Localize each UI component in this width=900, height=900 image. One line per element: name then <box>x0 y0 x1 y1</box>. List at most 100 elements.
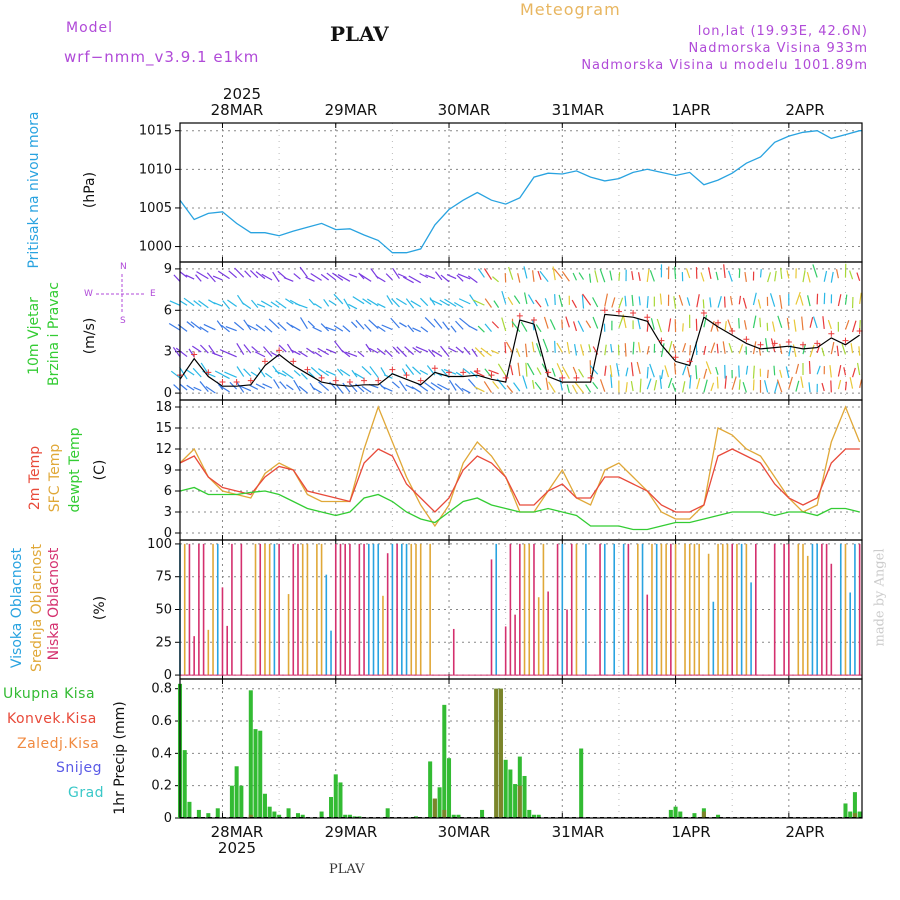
wind-arrow <box>808 382 811 393</box>
wind-arrow <box>592 297 599 308</box>
wind-arrow <box>249 384 259 390</box>
wind-arrow <box>217 270 230 280</box>
wind-arrow <box>279 381 287 390</box>
wind-arrow <box>350 321 358 328</box>
wind-arrow <box>310 272 322 281</box>
wind-arrow <box>566 341 570 354</box>
wind-arrow <box>260 300 273 308</box>
gust-marker <box>573 374 580 381</box>
wind-arrow <box>552 266 556 281</box>
gust-marker <box>389 366 396 373</box>
wind-arrow <box>263 346 273 357</box>
wind-arrow <box>199 326 209 333</box>
wind-arrow <box>856 272 861 282</box>
wind-arrow <box>376 347 386 356</box>
t2m-line <box>179 448 860 513</box>
gust-marker <box>729 328 736 334</box>
wind-arrow <box>646 268 650 283</box>
wind-arrow <box>729 296 733 306</box>
gust-marker <box>601 307 608 314</box>
wind-arrow <box>637 317 641 330</box>
wind-arrow <box>859 292 862 305</box>
wind-arrow <box>585 384 592 393</box>
wind-arrow <box>535 324 542 333</box>
wind-arrow <box>752 341 757 355</box>
y-tick-label: 3 <box>164 345 172 360</box>
wind-arrow <box>722 341 726 354</box>
gust-marker <box>715 319 722 326</box>
wind-arrow <box>206 272 216 283</box>
precip-total-bar <box>843 803 848 818</box>
y-tick-label: 9 <box>164 463 172 478</box>
wind-arrow <box>592 381 599 390</box>
precip-total-bar <box>338 782 343 818</box>
wind-arrow <box>535 299 542 308</box>
wind-arrow <box>492 381 500 390</box>
panel-3: 0 25 50 75 100 <box>147 537 862 683</box>
gust-marker <box>474 368 481 375</box>
wind-arrow <box>298 350 308 358</box>
precip-total-bar <box>857 811 862 818</box>
wind-arrow <box>604 344 607 356</box>
wind-arrow <box>513 295 521 305</box>
wind-arrow <box>572 272 578 281</box>
precip-conv-bar <box>442 809 447 818</box>
wind-arrow <box>254 351 266 358</box>
wind-arrow <box>594 270 599 283</box>
panel-1: 0 3 6 9 <box>164 262 863 401</box>
wind-arrow <box>227 299 237 307</box>
wind-arrow <box>660 343 665 358</box>
panel-2: 0 3 6 9 12 15 18 <box>155 400 862 541</box>
wind-arrow <box>339 368 351 377</box>
bottom-date-3: 31MAR <box>551 823 605 841</box>
wind-arrow <box>572 366 578 375</box>
wind-arrow <box>352 296 365 305</box>
wind-arrow <box>168 322 181 331</box>
wind-arrow <box>213 301 223 307</box>
wind-arrow <box>545 377 549 390</box>
wind-arrow <box>446 273 457 280</box>
wind-arrow <box>424 382 436 391</box>
precip-legend-total: Ukupna Kisa <box>3 686 96 702</box>
wind-arrow <box>410 300 422 308</box>
wind-arrow <box>700 272 705 282</box>
wind-arrow <box>424 316 436 328</box>
wind-arrow <box>273 379 280 389</box>
gust-marker <box>700 310 707 317</box>
wind-arrow <box>342 382 351 393</box>
gust-marker <box>559 374 566 381</box>
wind-arrow <box>599 379 606 392</box>
bottom-date-5: 2APR <box>785 823 825 841</box>
wind-arrow <box>469 370 478 378</box>
y-tick-label: 15 <box>155 421 172 436</box>
y-tick-label: 6 <box>164 303 172 318</box>
wind-arrow <box>341 349 351 358</box>
gust-marker <box>545 369 552 376</box>
compass-north: N <box>120 262 127 272</box>
wind-arrow <box>527 294 535 305</box>
wind-speed-line <box>179 313 860 387</box>
wind-arrow <box>225 325 237 332</box>
wind-arrow <box>536 367 542 375</box>
wind-arrow <box>859 379 863 388</box>
wind-arrow <box>403 276 414 284</box>
gust-marker <box>828 330 835 337</box>
wind-arrow <box>368 319 379 329</box>
wind-arrow <box>196 271 209 280</box>
compass-arrows-icon <box>96 274 146 314</box>
wind-arrow <box>565 316 570 328</box>
wind-arrow <box>173 384 181 391</box>
wind-arrow <box>362 298 372 306</box>
wind-arrow <box>358 272 365 280</box>
wind-arrow <box>175 347 188 358</box>
wind-arrow <box>228 270 238 279</box>
wind-arrow <box>696 294 700 308</box>
wind-arrow <box>638 296 641 306</box>
wind-arrow <box>405 364 415 376</box>
precip-legend-hail: Grad <box>68 785 105 801</box>
wind-arrow <box>272 271 280 283</box>
wind-arrow <box>285 298 294 305</box>
wind-arrow <box>419 272 429 279</box>
wind-arrow <box>179 383 188 391</box>
wind-arrow <box>795 380 800 392</box>
